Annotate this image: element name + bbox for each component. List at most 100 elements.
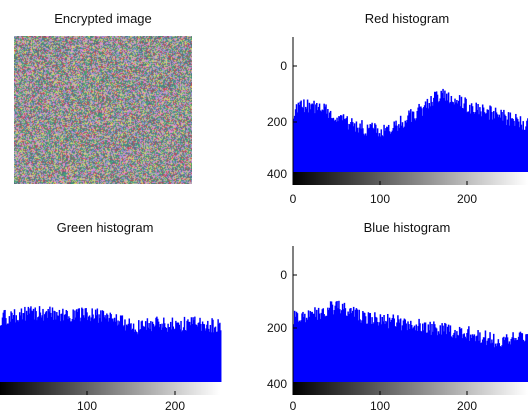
histogram-bar [77, 308, 80, 382]
histogram-bar [490, 106, 492, 172]
histogram-bar [57, 315, 60, 382]
histogram-bar [405, 323, 407, 382]
histogram-bar [524, 340, 526, 382]
histogram-bar [389, 321, 392, 382]
histogram-bar [189, 325, 192, 382]
histogram-bar [507, 343, 510, 382]
histogram-bar [175, 320, 177, 382]
histogram-bar [67, 319, 69, 382]
histogram-bar [397, 130, 399, 172]
histogram-bar [491, 111, 493, 172]
histogram-bar [40, 317, 43, 382]
histogram-bar [477, 330, 479, 382]
histogram-bar [450, 95, 453, 172]
histogram-bar [125, 324, 128, 382]
histogram-bar [414, 120, 417, 172]
histogram-bar [336, 301, 338, 382]
histogram-bar [348, 313, 350, 382]
histogram-bar [415, 324, 418, 382]
histogram-bar [363, 312, 365, 382]
histogram-bar [133, 331, 136, 382]
histogram-bar [357, 132, 360, 172]
histogram-bar [200, 324, 202, 382]
histogram-bar [515, 113, 517, 172]
histogram-bar [329, 110, 332, 172]
histogram-bar [166, 331, 168, 382]
histogram-bar [119, 321, 121, 382]
histogram-bar [417, 107, 419, 172]
histogram-bar [454, 98, 456, 172]
histogram-bar [453, 104, 455, 172]
histogram-bar [216, 331, 219, 382]
histogram-bar [27, 306, 30, 382]
histogram-bar [484, 113, 487, 172]
histogram-bar [26, 315, 29, 382]
histogram-bar [13, 309, 16, 382]
histogram-bar [132, 323, 135, 382]
histogram-bar [387, 313, 389, 382]
histogram-bar [521, 333, 524, 382]
histogram-bar [464, 97, 466, 172]
histogram-bar [454, 329, 456, 382]
histogram-bar [72, 309, 74, 382]
histogram-bar [431, 101, 433, 172]
histogram-bar [345, 315, 348, 382]
histogram-bar [465, 338, 467, 382]
histogram-bar [457, 334, 459, 382]
histogram-bar [37, 317, 39, 382]
histogram-bar [304, 322, 307, 382]
histogram-bar [392, 128, 395, 172]
histogram-bar [469, 104, 471, 172]
histogram-bar [24, 306, 26, 382]
histogram-bar [422, 323, 424, 382]
x-tick-label: 100 [77, 399, 97, 410]
histogram-bar [5, 318, 7, 382]
histogram-bar [61, 313, 63, 382]
histogram-bar [362, 128, 364, 172]
histogram-bar [466, 112, 468, 172]
histogram-bar [0, 325, 2, 382]
histogram-bar [28, 313, 30, 382]
histogram-bar [319, 110, 322, 172]
x-tick-label: 200 [457, 399, 477, 410]
histogram-bar [325, 104, 327, 172]
histogram-bar [157, 321, 160, 382]
histogram-bar [113, 321, 115, 382]
histogram-bar [470, 337, 473, 382]
histogram-bar [9, 321, 11, 382]
histogram-bar [424, 101, 427, 172]
histogram-bar [44, 314, 46, 382]
histogram-bar [196, 326, 199, 382]
histogram-bar [525, 334, 527, 382]
histogram-bar [486, 109, 489, 172]
histogram-bar [353, 316, 356, 382]
histogram-bar [296, 313, 299, 382]
histogram-bar [462, 108, 465, 172]
histogram-bar [69, 318, 71, 382]
colorbar [0, 382, 220, 395]
histogram-bar [2, 312, 5, 382]
histogram-bar [182, 330, 184, 382]
histogram-bar [314, 113, 316, 172]
histogram-bar [478, 340, 480, 382]
histogram-bar [213, 332, 215, 382]
histogram-bar [304, 106, 307, 172]
histogram-bar [481, 342, 483, 382]
histogram-bar [309, 109, 312, 172]
histogram-bar [89, 321, 92, 382]
histogram-bar [39, 312, 42, 382]
histogram-bar [492, 111, 495, 172]
histogram-bar [16, 320, 18, 382]
y-tick-label: 400 [267, 377, 287, 391]
histogram-bar [171, 317, 174, 382]
histogram-bar [209, 324, 212, 382]
histogram-bar [207, 328, 210, 382]
histogram-bar [359, 319, 361, 382]
histogram-bar [422, 115, 424, 172]
histogram-bar [199, 317, 201, 382]
histogram-bar [428, 103, 430, 172]
histogram-bar [498, 343, 501, 382]
histogram-bar [102, 311, 105, 382]
histogram-bar [370, 124, 372, 172]
y-tick-label: 400 [267, 167, 287, 181]
